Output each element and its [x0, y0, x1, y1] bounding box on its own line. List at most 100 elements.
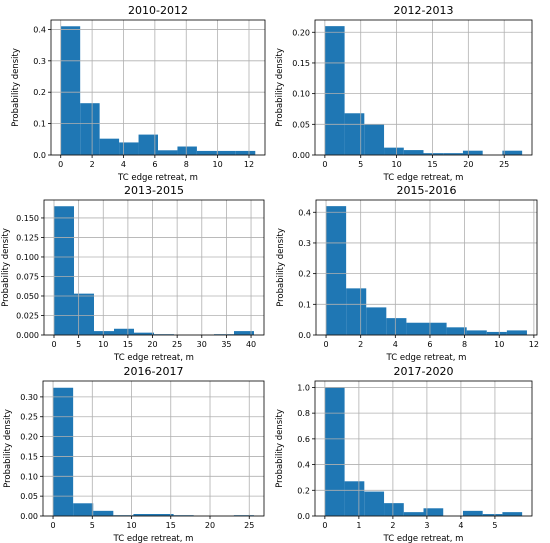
x-tick-label: 25	[172, 340, 182, 349]
histogram-panel: 0 2 4 6 8 10 12 0.0 0.1 0.2 0.3 0.4 2010-2012 TC edge…	[11, 4, 266, 183]
panel-title: 2016-2017	[124, 365, 184, 378]
histogram-bar	[466, 330, 487, 335]
y-tick-label: 0.100	[16, 253, 39, 262]
histogram-bar	[324, 26, 345, 155]
y-tick-label: 0.05	[292, 120, 310, 129]
histogram-bar	[386, 318, 407, 336]
histogram-bar	[235, 150, 256, 155]
x-tick-label: 20	[205, 521, 215, 530]
histogram-bar	[344, 481, 365, 516]
y-tick-label: 0.00	[20, 512, 38, 521]
y-tick-label: 0.15	[20, 452, 38, 461]
histogram-bar	[53, 387, 74, 516]
y-tick-label: 0.1	[33, 120, 46, 129]
histogram-bar	[216, 150, 236, 155]
x-tick-label: 5	[492, 521, 497, 530]
histogram-bar	[423, 153, 444, 155]
x-tick-label: 30	[197, 340, 207, 349]
x-axis-label: TC edge retreat, m	[113, 353, 194, 363]
y-tick-label: 0.025	[16, 311, 39, 320]
y-tick-label: 0.3	[298, 239, 311, 248]
axes-frame	[315, 199, 538, 336]
histogram-bar	[114, 328, 134, 335]
histogram-panel: 0 5 10 15 20 25 0.00 0.05 0.10 0.15 0.20 2012-2013 T…	[275, 4, 533, 183]
y-axis-label: Probability density	[11, 48, 21, 127]
histogram-panel: 0 5 10 15 20 25 30 35 40 0.000 0.025 0.050 0.075 0.10…	[1, 184, 265, 363]
histogram-bar	[502, 150, 523, 155]
y-tick-label: 0.15	[292, 59, 310, 68]
histogram-bar	[54, 206, 74, 335]
y-axis-label: Probability density	[1, 228, 11, 307]
axes-frame	[42, 380, 265, 517]
x-tick-label: 20	[147, 340, 157, 349]
y-tick-label: 0.1	[298, 300, 311, 309]
x-tick-label: 0	[51, 521, 56, 530]
x-tick-label: 8	[462, 340, 467, 349]
histogram-bar	[153, 514, 174, 516]
histogram-bar	[403, 512, 424, 516]
y-axis-label: Probability density	[275, 409, 285, 488]
x-tick-label: 6	[152, 160, 157, 169]
histogram-bar	[364, 491, 385, 516]
y-tick-label: 0.150	[16, 214, 39, 223]
histogram-bar	[403, 150, 424, 155]
x-tick-label: 5	[90, 521, 95, 530]
x-axis-label: TC edge retreat, m	[113, 534, 194, 543]
y-tick-label: 0.8	[297, 409, 310, 418]
histogram-bar	[462, 510, 483, 516]
histogram-bar	[423, 508, 444, 516]
y-tick-label: 0.0	[297, 512, 310, 521]
x-tick-label: 8	[184, 160, 189, 169]
x-tick-label: 15	[123, 340, 133, 349]
y-tick-label: 0.2	[298, 270, 311, 279]
histogram-bar	[74, 293, 94, 335]
y-tick-label: 0.20	[292, 28, 310, 37]
x-tick-label: 35	[221, 340, 231, 349]
y-tick-label: 0.10	[20, 472, 38, 481]
histogram-bar	[158, 150, 178, 155]
histogram-bar	[486, 331, 507, 335]
y-tick-label: 0.0	[33, 151, 46, 160]
y-tick-label: 0.05	[20, 492, 38, 501]
axes-frame	[314, 19, 533, 156]
x-tick-label: 0	[58, 160, 63, 169]
histogram-bar	[234, 331, 254, 335]
x-tick-label: 5	[76, 340, 81, 349]
histogram-bar	[446, 327, 467, 335]
x-tick-label: 6	[427, 340, 432, 349]
histogram-bar	[364, 124, 385, 155]
x-tick-label: 12	[244, 160, 254, 169]
panel-title: 2017-2020	[394, 365, 454, 378]
histogram-bar	[326, 206, 347, 335]
x-axis-label: TC edge retreat, m	[383, 173, 464, 183]
y-tick-label: 0.125	[16, 233, 39, 242]
x-tick-label: 12	[529, 340, 539, 349]
x-tick-label: 3	[424, 521, 429, 530]
histogram-bar	[94, 331, 114, 335]
y-tick-label: 0.0	[298, 331, 311, 340]
y-tick-label: 0.2	[297, 486, 310, 495]
panel-title: 2015-2016	[397, 184, 457, 197]
histogram-bar	[502, 512, 523, 516]
histogram-bar	[133, 514, 154, 516]
y-tick-label: 0.2	[33, 88, 46, 97]
y-tick-label: 0.4	[33, 25, 46, 34]
histogram-bar	[462, 150, 483, 155]
x-tick-label: 1	[356, 521, 361, 530]
histogram-bar	[134, 332, 154, 335]
y-tick-label: 0.4	[298, 208, 311, 217]
x-tick-label: 10	[392, 160, 402, 169]
histogram-bar	[99, 138, 120, 155]
axes-frame	[314, 380, 533, 517]
histogram-bar	[324, 387, 345, 516]
x-tick-label: 4	[458, 521, 463, 530]
histogram-bar	[60, 26, 81, 156]
x-tick-label: 10	[126, 521, 136, 530]
x-tick-label: 4	[393, 340, 398, 349]
x-tick-label: 0	[51, 340, 56, 349]
x-tick-label: 0	[322, 160, 327, 169]
histogram-bar	[482, 514, 503, 516]
x-tick-label: 10	[98, 340, 108, 349]
histogram-bar	[344, 113, 365, 155]
x-tick-label: 25	[499, 160, 509, 169]
